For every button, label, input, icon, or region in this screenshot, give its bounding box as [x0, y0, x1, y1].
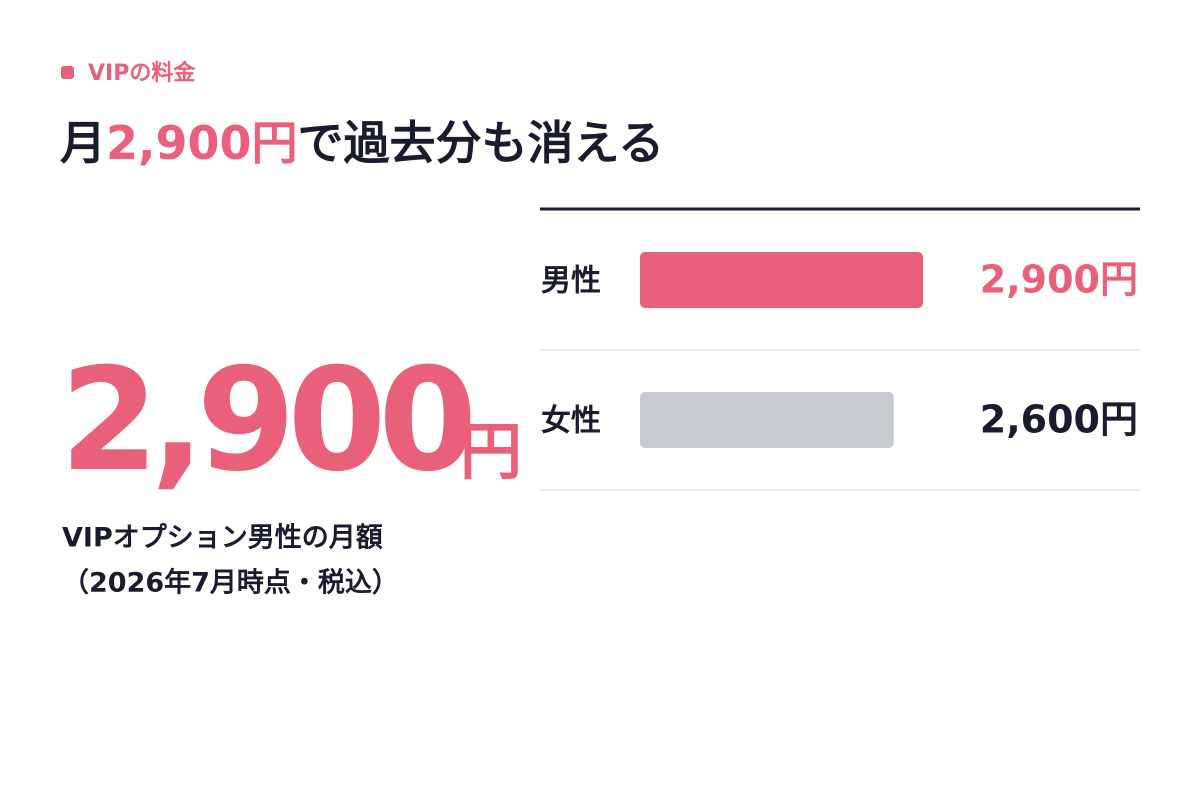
eyebrow: VIPの料金	[88, 60, 196, 86]
hero-caption: （2026年7月時点・税込）	[62, 567, 399, 599]
headline-highlight: 2,900円	[106, 116, 298, 170]
category-label: 女性	[541, 404, 601, 439]
headline-after: で過去分も消える	[298, 116, 665, 170]
bar	[640, 392, 894, 448]
bar	[640, 252, 923, 308]
hero-number: 2,900	[60, 338, 471, 503]
headline-before: 月	[60, 116, 106, 170]
category-label: 男性	[541, 264, 601, 299]
value-label: 2,600円	[980, 398, 1138, 442]
value-label: 2,900円	[980, 258, 1138, 302]
headline: 月2,900円で過去分も消える	[60, 116, 664, 170]
hero-unit: 円	[460, 415, 522, 488]
eyebrow-marker	[61, 66, 74, 79]
hero-caption: VIPオプション男性の月額	[62, 523, 383, 554]
